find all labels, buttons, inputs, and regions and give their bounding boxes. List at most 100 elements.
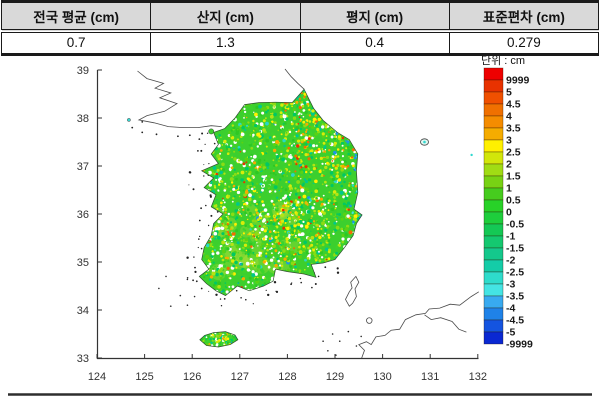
small-island bbox=[193, 256, 195, 258]
small-island bbox=[194, 270, 197, 273]
small-island bbox=[165, 275, 167, 278]
dokdo-dot bbox=[470, 153, 473, 157]
colorbar-tick-label: 0.5 bbox=[506, 195, 521, 207]
small-island bbox=[347, 330, 350, 333]
small-island bbox=[186, 278, 189, 281]
colorbar-segment bbox=[483, 211, 504, 225]
small-island bbox=[188, 134, 191, 137]
small-island bbox=[169, 305, 172, 307]
colorbar-tick-label: 5 bbox=[506, 87, 512, 99]
x-tick-label: 130 bbox=[373, 371, 391, 383]
small-island bbox=[203, 164, 205, 166]
small-island bbox=[198, 238, 200, 240]
small-island bbox=[141, 120, 144, 123]
colorbar-segment bbox=[483, 295, 504, 309]
small-island bbox=[245, 298, 247, 301]
small-island bbox=[355, 345, 358, 347]
colorbar-unit-label: 단위 : cm bbox=[481, 54, 525, 67]
baengnyeongdo-island bbox=[127, 118, 131, 122]
y-tick-label: 33 bbox=[77, 353, 89, 365]
stat-header-mountain: 산지 (cm) bbox=[150, 0, 301, 33]
small-island bbox=[291, 282, 293, 284]
small-island bbox=[194, 266, 196, 269]
small-island bbox=[210, 214, 213, 217]
small-island bbox=[265, 289, 267, 291]
colorbar-tick-label: -9999 bbox=[506, 339, 533, 351]
small-island bbox=[158, 287, 160, 290]
small-island bbox=[200, 149, 203, 152]
colorbar-segment bbox=[483, 115, 504, 129]
colorbar-segment bbox=[483, 319, 504, 333]
colorbar-tick-label: -1.5 bbox=[506, 243, 524, 255]
colorbar-segment bbox=[483, 199, 504, 213]
small-island bbox=[219, 298, 222, 300]
small-island bbox=[199, 235, 201, 238]
small-island bbox=[192, 188, 195, 191]
small-island bbox=[198, 138, 201, 141]
small-island bbox=[186, 277, 189, 279]
colorbar-tick-label: -2.5 bbox=[506, 267, 524, 279]
colorbar-segment bbox=[483, 307, 504, 321]
small-island bbox=[327, 350, 329, 352]
small-island bbox=[195, 280, 198, 283]
small-island bbox=[203, 175, 205, 177]
colorbar-segment bbox=[483, 79, 504, 93]
x-tick-label: 131 bbox=[421, 371, 439, 383]
jeju-outline bbox=[199, 331, 239, 348]
stat-header-national-average: 전국 평균 (cm) bbox=[0, 0, 152, 33]
mainland-outline bbox=[198, 88, 363, 297]
y-tick-label: 37 bbox=[77, 161, 89, 173]
y-tick-label: 39 bbox=[77, 65, 89, 77]
coastline bbox=[358, 291, 480, 359]
colorbar-tick-label: 2.5 bbox=[506, 147, 521, 159]
small-island bbox=[338, 340, 341, 343]
colorbar-segment bbox=[483, 67, 504, 81]
colorbar-segment bbox=[483, 91, 504, 105]
small-island bbox=[186, 256, 189, 259]
coastline bbox=[137, 70, 222, 128]
small-island bbox=[324, 266, 327, 269]
colorbar-tick-label: 0 bbox=[506, 207, 512, 219]
small-island bbox=[220, 305, 223, 307]
small-island bbox=[317, 275, 320, 278]
small-island bbox=[314, 283, 317, 285]
stats-value-row: 0.7 1.3 0.4 0.279 bbox=[0, 31, 600, 56]
iki-island bbox=[366, 317, 373, 324]
small-island bbox=[311, 286, 313, 289]
small-island bbox=[193, 295, 196, 298]
small-island bbox=[275, 290, 279, 293]
small-island bbox=[200, 247, 203, 250]
small-island bbox=[207, 224, 210, 227]
small-island bbox=[252, 303, 254, 305]
small-island bbox=[204, 143, 206, 145]
colorbar-tick-label: 1.5 bbox=[506, 171, 521, 183]
stat-value-flat: 0.4 bbox=[299, 31, 450, 56]
y-tick-label: 38 bbox=[77, 113, 89, 125]
colorbar-tick-label: -5 bbox=[506, 327, 515, 339]
stat-header-stddev: 표준편차 (cm) bbox=[448, 0, 600, 33]
tsushima-island bbox=[345, 275, 360, 307]
colorbar-tick-label: -3 bbox=[506, 279, 515, 291]
small-island bbox=[331, 333, 334, 335]
x-tick-label: 129 bbox=[326, 371, 344, 383]
small-island bbox=[215, 293, 218, 296]
small-island bbox=[198, 219, 201, 222]
axes: 39 38 37 36 35 34 33 124 125 126 127 128 129 130 131 13… bbox=[77, 65, 487, 383]
small-island bbox=[208, 290, 210, 292]
colorbar-segment bbox=[483, 187, 504, 201]
small-island bbox=[300, 281, 303, 284]
small-island bbox=[205, 204, 207, 207]
small-island bbox=[155, 133, 158, 136]
colorbar-segment bbox=[483, 127, 504, 141]
stat-value-stddev: 0.279 bbox=[448, 31, 600, 56]
colorbar-tick-label: 3.5 bbox=[506, 123, 521, 135]
small-island bbox=[223, 298, 226, 300]
small-island bbox=[197, 150, 199, 152]
colorbar-tick-label: -2 bbox=[506, 255, 515, 267]
small-island bbox=[213, 142, 216, 145]
ulleungdo-dot bbox=[423, 140, 426, 144]
colorbar-tick-label: 4.5 bbox=[506, 99, 521, 111]
y-tick-label: 35 bbox=[77, 257, 89, 269]
stat-value-mountain: 1.3 bbox=[150, 31, 301, 56]
